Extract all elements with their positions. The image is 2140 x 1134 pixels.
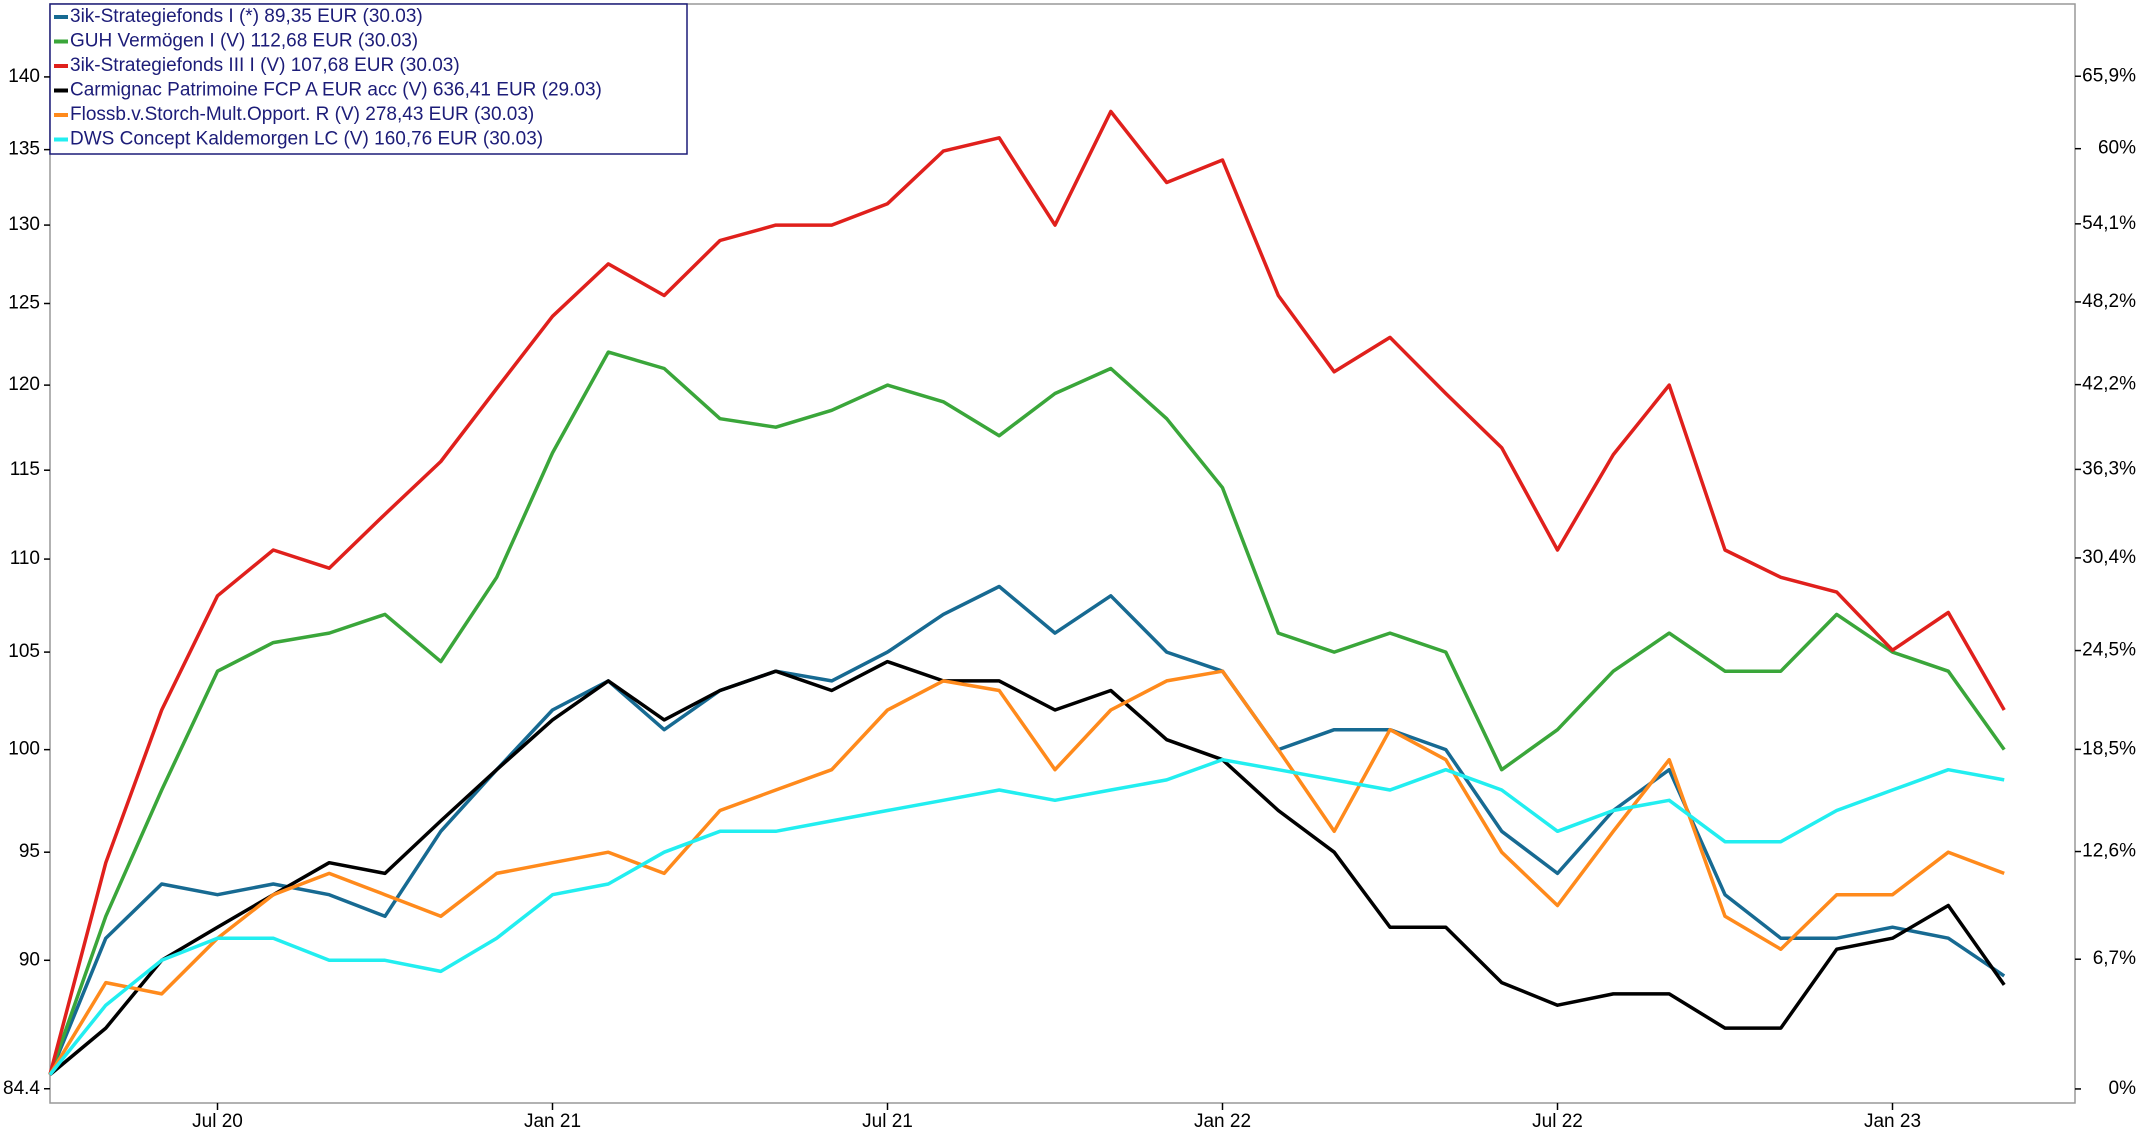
series-line (48, 659, 2006, 1076)
y-tick-label: 125 (8, 293, 40, 314)
legend-label: Flossb.v.Storch-Mult.Opport. R (V) 278,4… (70, 104, 534, 125)
y-tick-label: 120 (8, 374, 40, 395)
marks (48, 109, 2006, 1076)
x-tick-label: Jan 21 (524, 1111, 581, 1132)
y-tick-label: 130 (8, 214, 40, 235)
series-line (48, 757, 2005, 1076)
y-tick-label: 140 (8, 66, 40, 87)
y-tick-label: 110 (10, 548, 40, 569)
y2-tick-label: 12,6% (2082, 841, 2136, 862)
y2-tick-label: 42,2% (2082, 374, 2136, 395)
y-tick-label: 135 (8, 139, 40, 160)
y-tick-label: 95 (19, 841, 40, 862)
legend-label: 3ik-Strategiefonds I (*) 89,35 EUR (30.0… (70, 6, 423, 27)
x-tick-label: Jul 21 (862, 1111, 913, 1132)
legend-label: DWS Concept Kaldemorgen LC (V) 160,76 EU… (70, 129, 543, 150)
legend-label: Carmignac Patrimoine FCP A EUR acc (V) 6… (70, 80, 602, 101)
x-tick-label: Jul 22 (1532, 1111, 1583, 1132)
y2-tick-label: 6,7% (2093, 948, 2136, 969)
series-line (48, 350, 2006, 1076)
y2-tick-label: 30,4% (2082, 547, 2136, 568)
series-line (48, 109, 2006, 1076)
y-tick-label: 100 (8, 739, 40, 760)
x-tick-label: Jan 22 (1194, 1111, 1251, 1132)
series-line (48, 669, 2005, 1076)
x-tick-label: Jan 23 (1864, 1111, 1921, 1132)
y-tick-label: 84.4 (3, 1078, 40, 1099)
y2-tick-label: 48,2% (2082, 291, 2136, 312)
y2-tick-label: 0% (2109, 1078, 2137, 1099)
y2-tick-label: 54,1% (2082, 213, 2136, 234)
legend-label: 3ik-Strategiefonds III I (V) 107,68 EUR … (70, 55, 460, 76)
y2-tick-label: 65,9% (2082, 65, 2136, 86)
legend-box (49, 3, 688, 155)
y2-tick-label: 24,5% (2082, 640, 2136, 661)
legend: 3ik-Strategiefonds I (*) 89,35 EUR (30.0… (49, 3, 688, 155)
y-tick-label: 90 (19, 949, 40, 970)
plot-area (49, 3, 2076, 1104)
legend-label: GUH Vermögen I (V) 112,68 EUR (30.03) (70, 31, 418, 52)
y-tick-label: 115 (10, 459, 40, 480)
y2-tick-label: 18,5% (2082, 738, 2136, 759)
x-tick-label: Jul 20 (192, 1111, 243, 1132)
y-tick-label: 105 (8, 641, 40, 662)
y2-tick-label: 36,3% (2082, 458, 2136, 479)
y2-tick-label: 60% (2098, 138, 2136, 159)
